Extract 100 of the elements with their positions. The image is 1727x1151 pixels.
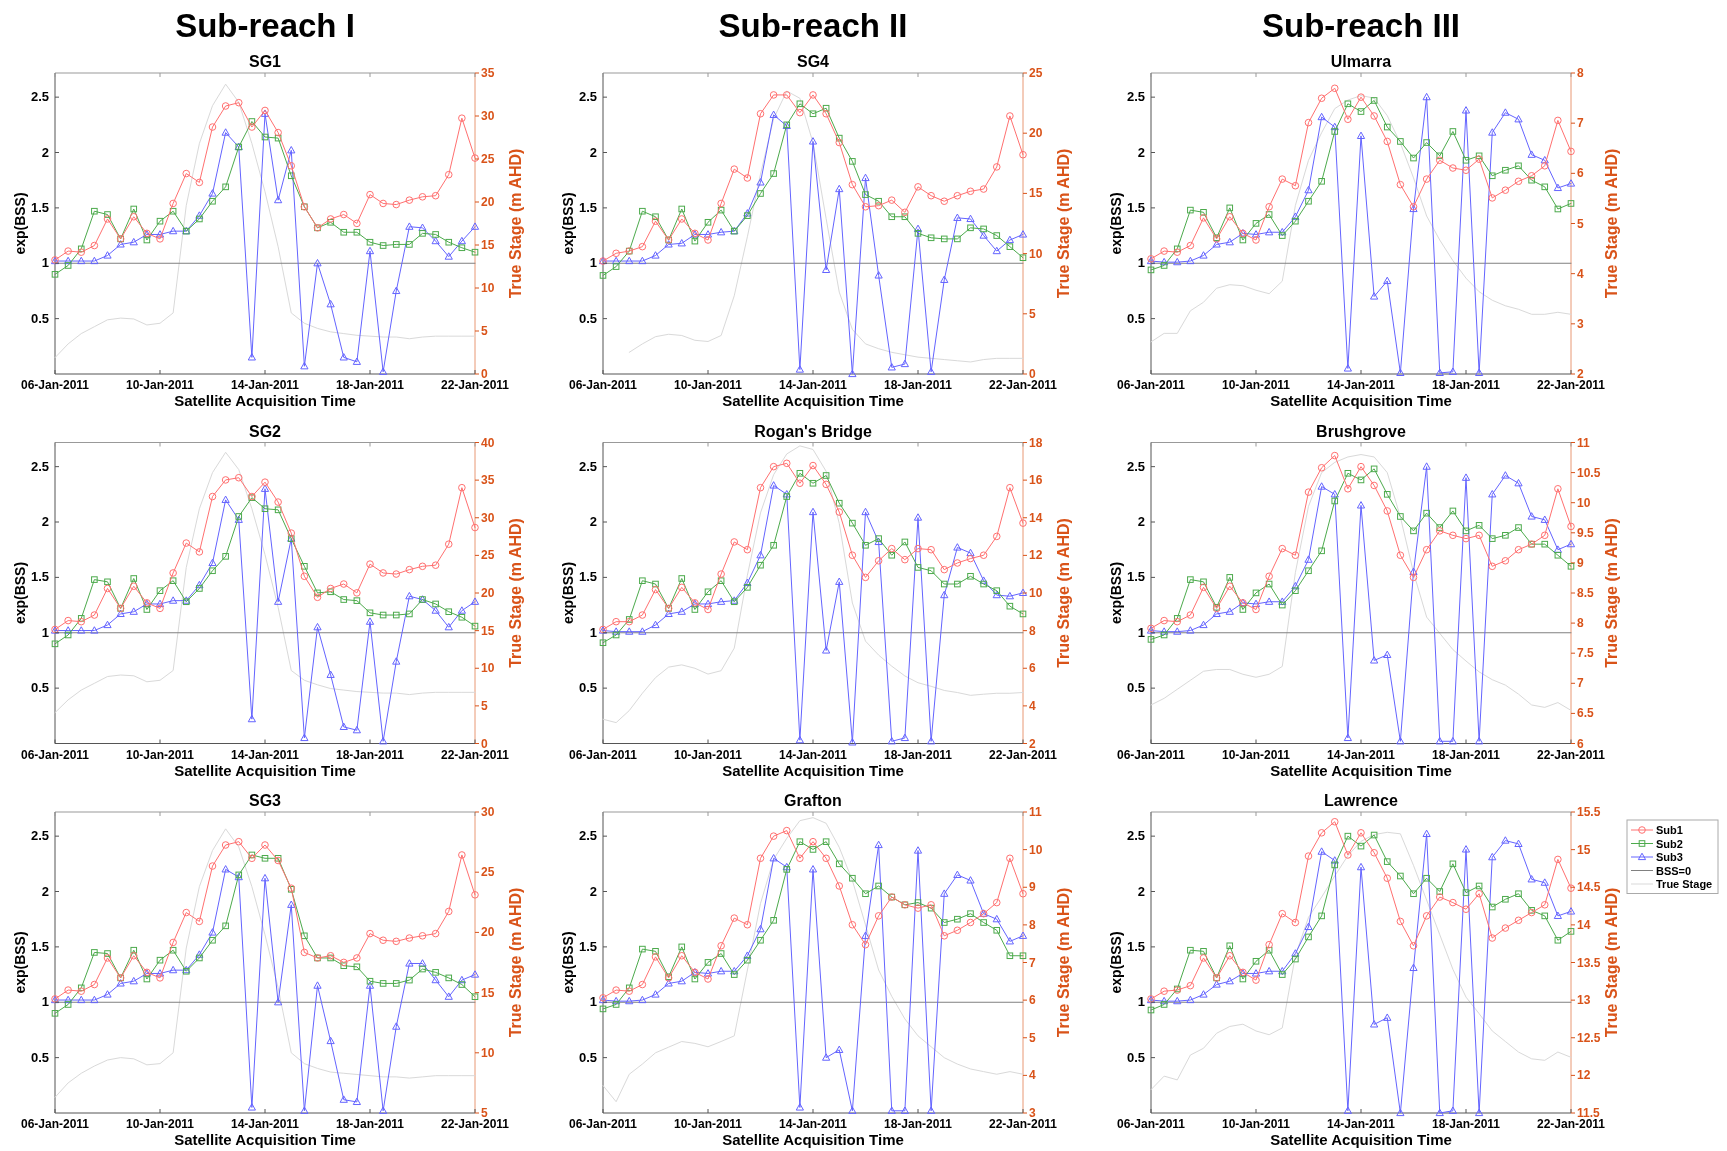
x-axis-title: Satellite Acquisition Time [1270,392,1452,409]
x-tick-label: 06-Jan-2011 [568,1117,638,1131]
chart-title: Ulmarra [1330,53,1392,70]
y2-tick-label: 7 [1577,116,1584,131]
y2-axis-title: True Stage (m AHD) [1055,148,1072,299]
y2-tick-label: 8 [1029,623,1036,638]
y-tick-label: 1 [41,255,49,271]
y2-tick-label: 7 [1577,676,1584,691]
y2-tick-label: 20 [481,586,495,600]
y-tick-label: 2 [41,514,49,530]
y2-tick-label: 14 [1577,917,1591,932]
x-tick-label: 18-Jan-2011 [883,378,953,392]
y2-tick-label: 12 [1577,1068,1591,1083]
x-tick-label: 06-Jan-2011 [20,378,90,392]
y2-tick-label: 9 [1577,555,1584,570]
y-tick-label: 1.5 [30,938,49,954]
x-axis-title: Satellite Acquisition Time [1270,761,1452,779]
x-axis-title: Satellite Acquisition Time [1270,1131,1452,1148]
x-tick-label: 06-Jan-2011 [1116,747,1186,762]
x-tick-label: 18-Jan-2011 [883,1117,953,1131]
y2-axis-title: True Stage (m AHD) [1055,518,1072,668]
x-tick-label: 10-Jan-2011 [125,378,195,392]
y2-tick-label: 10 [1029,586,1043,600]
legend-label: Sub1 [1656,824,1683,836]
y-axis-title: exp(BSS) [560,931,576,994]
y2-tick-label: 15 [481,623,495,638]
x-tick-label: 22-Jan-2011 [1536,378,1606,392]
x-axis-title: Satellite Acquisition Time [722,761,904,779]
y-axis-title: exp(BSS) [1108,192,1124,255]
y-tick-label: 2.5 [30,89,49,105]
legend-label: BSS=0 [1656,864,1692,877]
x-tick-label: 18-Jan-2011 [335,1117,405,1131]
y-tick-label: 1 [1137,255,1145,271]
legend-label: Sub3 [1656,851,1683,863]
y2-tick-label: 6 [1029,661,1036,676]
y-tick-label: 0.5 [578,310,597,326]
y2-tick-label: 10 [481,281,495,295]
y2-tick-label: 20 [1029,126,1043,141]
y-tick-label: 2 [1137,883,1145,899]
y2-tick-label: 14 [1029,510,1043,525]
y-tick-label: 2 [1137,144,1145,160]
y-tick-label: 0.5 [578,1049,597,1065]
legend-label: True Stage [1656,878,1713,890]
y-tick-label: 2 [589,514,597,530]
x-axis-title: Satellite Acquisition Time [722,1131,904,1148]
x-tick-label: 18-Jan-2011 [1431,1117,1501,1131]
chart-title: Grafton [784,792,842,809]
x-tick-label: 18-Jan-2011 [883,747,953,762]
x-tick-label: 22-Jan-2011 [440,378,510,392]
x-tick-label: 06-Jan-2011 [568,378,638,392]
y2-tick-label: 10.5 [1577,465,1601,480]
y2-axis-title: True Stage (m AHD) [1603,148,1620,299]
x-tick-label: 22-Jan-2011 [1536,1117,1606,1131]
chart-title: SG3 [248,792,282,809]
y2-tick-label: 6 [1577,166,1584,181]
x-tick-label: 06-Jan-2011 [568,747,638,762]
y-tick-label: 2.5 [1126,458,1145,474]
x-tick-label: 18-Jan-2011 [335,378,405,392]
y2-tick-label: 30 [481,510,495,525]
y2-axis-title: True Stage (m AHD) [1603,887,1620,1038]
y2-tick-label: 9 [1029,880,1036,895]
y-tick-label: 2.5 [1126,828,1145,844]
y2-axis-title: True Stage (m AHD) [1055,887,1072,1038]
y2-tick-label: 25 [481,152,495,166]
y2-tick-label: 5 [481,324,488,338]
x-tick-label: 14-Jan-2011 [1326,747,1396,762]
y2-tick-label: 18 [1029,435,1043,450]
x-tick-label: 18-Jan-2011 [1431,378,1501,392]
x-tick-label: 14-Jan-2011 [230,747,300,762]
x-tick-label: 14-Jan-2011 [778,378,848,392]
y-axis-title: exp(BSS) [12,931,28,994]
x-tick-label: 10-Jan-2011 [673,747,743,762]
y2-tick-label: 8 [1577,66,1584,80]
y2-tick-label: 10 [1577,495,1591,510]
chart-title: Lawrence [1324,792,1399,809]
x-axis-title: Satellite Acquisition Time [722,392,904,409]
y2-tick-label: 5 [1577,216,1584,231]
y2-tick-label: 10 [1029,246,1043,261]
x-tick-label: 10-Jan-2011 [1221,1117,1291,1131]
y2-tick-label: 35 [481,473,495,488]
chart-title: Rogan's Bridge [754,422,872,440]
y-tick-label: 2 [1137,514,1145,530]
y2-tick-label: 14.5 [1577,880,1601,895]
y2-axis-title: True Stage (m AHD) [507,518,524,668]
y-tick-label: 0.5 [1126,1049,1145,1065]
y2-tick-label: 10 [481,661,495,676]
x-tick-label: 14-Jan-2011 [778,747,848,762]
y2-tick-label: 5 [481,1106,488,1120]
y2-tick-label: 30 [481,109,495,123]
y-tick-label: 2.5 [30,828,49,844]
y-tick-label: 1.5 [1126,938,1145,954]
y2-tick-label: 11.5 [1577,1106,1601,1120]
x-tick-label: 22-Jan-2011 [988,1117,1058,1131]
y2-tick-label: 8 [1029,917,1036,932]
y2-tick-label: 13 [1577,993,1591,1008]
chart-subtitle: Sub-reach I [175,7,355,44]
x-tick-label: 18-Jan-2011 [1431,747,1501,762]
y-tick-label: 1 [589,255,597,271]
y2-tick-label: 20 [481,195,495,209]
y2-tick-label: 10 [481,1045,495,1060]
